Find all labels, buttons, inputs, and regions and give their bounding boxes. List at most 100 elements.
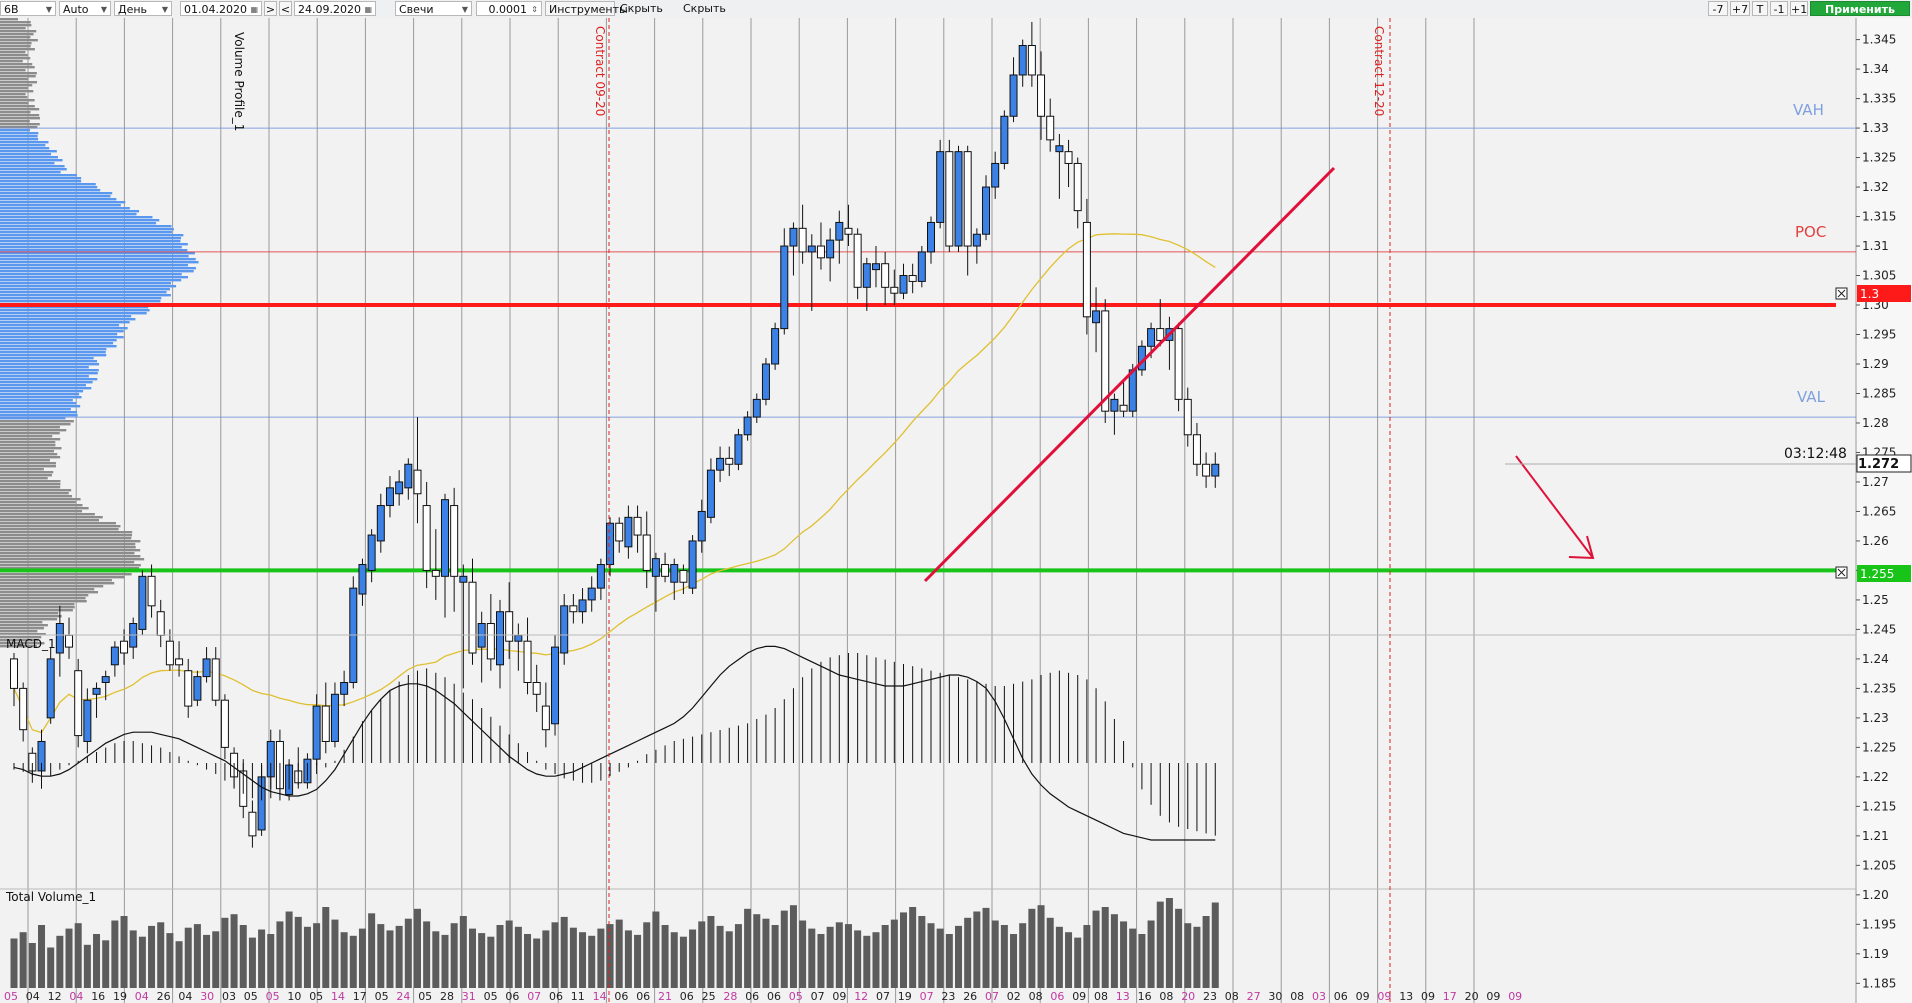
candle-bear — [486, 623, 495, 660]
volume-bar — [212, 931, 220, 988]
y-tick-label: 1.295 — [1862, 328, 1896, 342]
symbol-select[interactable]: 6B ▼ — [0, 1, 56, 16]
x-date-label: 17 — [353, 990, 367, 1003]
volume-bar — [56, 935, 64, 988]
profile-bar — [0, 75, 36, 78]
candle-bull — [982, 186, 991, 235]
volume-bar — [432, 931, 440, 988]
zoom-minus1-button[interactable]: -1 — [1770, 1, 1788, 16]
profile-bar — [0, 363, 100, 366]
zoom-plus1-button[interactable]: +1 — [1790, 1, 1808, 16]
volume-bar — [248, 937, 256, 988]
volume-bar — [111, 920, 119, 988]
profile-bar — [0, 126, 38, 129]
calendar-icon: ▦ — [250, 5, 258, 14]
hide-lines-button[interactable]: Скрыть линии — [683, 2, 726, 30]
x-date-label: 20 — [1465, 990, 1479, 1003]
profile-bar — [0, 258, 196, 261]
profile-bar — [0, 615, 62, 618]
x-date-label: 04 — [69, 990, 83, 1003]
candle-bear — [19, 687, 28, 731]
volume-bar — [679, 936, 687, 988]
profile-bar — [0, 372, 98, 375]
volume-bar — [826, 926, 834, 988]
x-date-label: 07 — [985, 990, 999, 1003]
candle-bull — [193, 676, 202, 701]
profile-bar — [0, 69, 26, 72]
profile-bar — [0, 270, 194, 273]
volume-bar — [1193, 926, 1201, 988]
zoom-plus7-button[interactable]: +7 — [1730, 1, 1750, 16]
chevron-down-icon: ▼ — [161, 5, 168, 14]
trendline[interactable] — [923, 166, 1336, 583]
candle-bear — [1174, 328, 1183, 400]
scale-mode-select[interactable]: Auto ▼ — [59, 1, 111, 16]
profile-bar — [0, 627, 44, 630]
zoom-minus7-button[interactable]: -7 — [1708, 1, 1728, 16]
profile-bar — [0, 576, 125, 579]
x-date-label: 05 — [789, 990, 803, 1003]
profile-bar — [0, 141, 49, 144]
volume-bar — [744, 908, 752, 988]
date-from-field[interactable]: 01.04.2020 ▦ — [180, 1, 262, 16]
volume-bar — [1147, 920, 1155, 988]
profile-bar — [0, 516, 103, 519]
y-tick-label: 1.27 — [1862, 475, 1889, 489]
volume-bar — [652, 911, 660, 988]
price-chart[interactable]: 1.185 1.19 1.195 1.20 1.205 1.21 1.215 1.22 1.22… — [0, 18, 1912, 1003]
volume-bar — [771, 925, 779, 988]
volume-bar — [65, 928, 73, 988]
profile-bar — [0, 39, 38, 42]
profile-bar — [0, 195, 111, 198]
profile-bar — [0, 513, 95, 516]
profile-bar — [0, 534, 132, 537]
candle-bull — [496, 611, 505, 666]
profile-bar — [0, 219, 160, 222]
close-level-icon[interactable] — [1835, 287, 1848, 300]
x-date-label: 06 — [767, 990, 781, 1003]
nav-forward-button[interactable]: > — [264, 1, 277, 16]
profile-bar — [0, 594, 89, 597]
volume-bar — [973, 911, 981, 988]
candle-bear — [816, 245, 825, 259]
candle-bear — [1101, 310, 1110, 412]
profile-bar — [0, 420, 74, 423]
volume-bar — [459, 916, 467, 988]
x-date-label: 30 — [200, 990, 214, 1003]
price-axis[interactable] — [1856, 18, 1912, 1003]
volume-bar — [496, 925, 504, 988]
nav-back-button[interactable]: < — [279, 1, 292, 16]
period-select[interactable]: День ▼ — [114, 1, 172, 16]
profile-bar — [0, 411, 78, 414]
profile-bar — [0, 156, 58, 159]
profile-bar — [0, 102, 29, 105]
chart-type-select[interactable]: Свечи ▼ — [395, 1, 472, 16]
volume-bar — [835, 922, 843, 988]
profile-bar — [0, 282, 172, 285]
x-date-label: 17 — [1443, 990, 1457, 1003]
tick-size-stepper[interactable]: 0.0001 ⇕ — [476, 1, 542, 16]
volume-bar — [799, 920, 807, 988]
tools-button[interactable]: Инструменты — [545, 1, 628, 16]
forecast-arrow[interactable] — [1515, 455, 1594, 559]
candle-bull — [826, 239, 835, 259]
candle-bull — [395, 481, 404, 495]
date-to-field[interactable]: 24.09.2020 ▦ — [294, 1, 376, 16]
volume-bar — [1156, 901, 1164, 988]
profile-bar — [0, 30, 37, 33]
countdown-timer: 03:12:48 — [1784, 446, 1847, 462]
t-button[interactable]: T — [1752, 1, 1768, 16]
candle-bear — [642, 534, 651, 571]
close-level-icon[interactable] — [1835, 566, 1848, 579]
volume-bar — [93, 934, 101, 988]
hide-drawings-button[interactable]: Скрыть рис. — [620, 2, 663, 30]
profile-bar — [0, 117, 41, 120]
profile-bar — [0, 549, 141, 552]
apply-button[interactable]: Применить — [1810, 1, 1910, 16]
y-tick-label: 1.20 — [1862, 888, 1889, 902]
profile-bar — [0, 357, 94, 360]
volume-bar — [725, 931, 733, 988]
volume-bar — [221, 917, 229, 988]
y-tick-label: 1.305 — [1862, 269, 1896, 283]
arrow-head-icon — [1568, 535, 1595, 560]
